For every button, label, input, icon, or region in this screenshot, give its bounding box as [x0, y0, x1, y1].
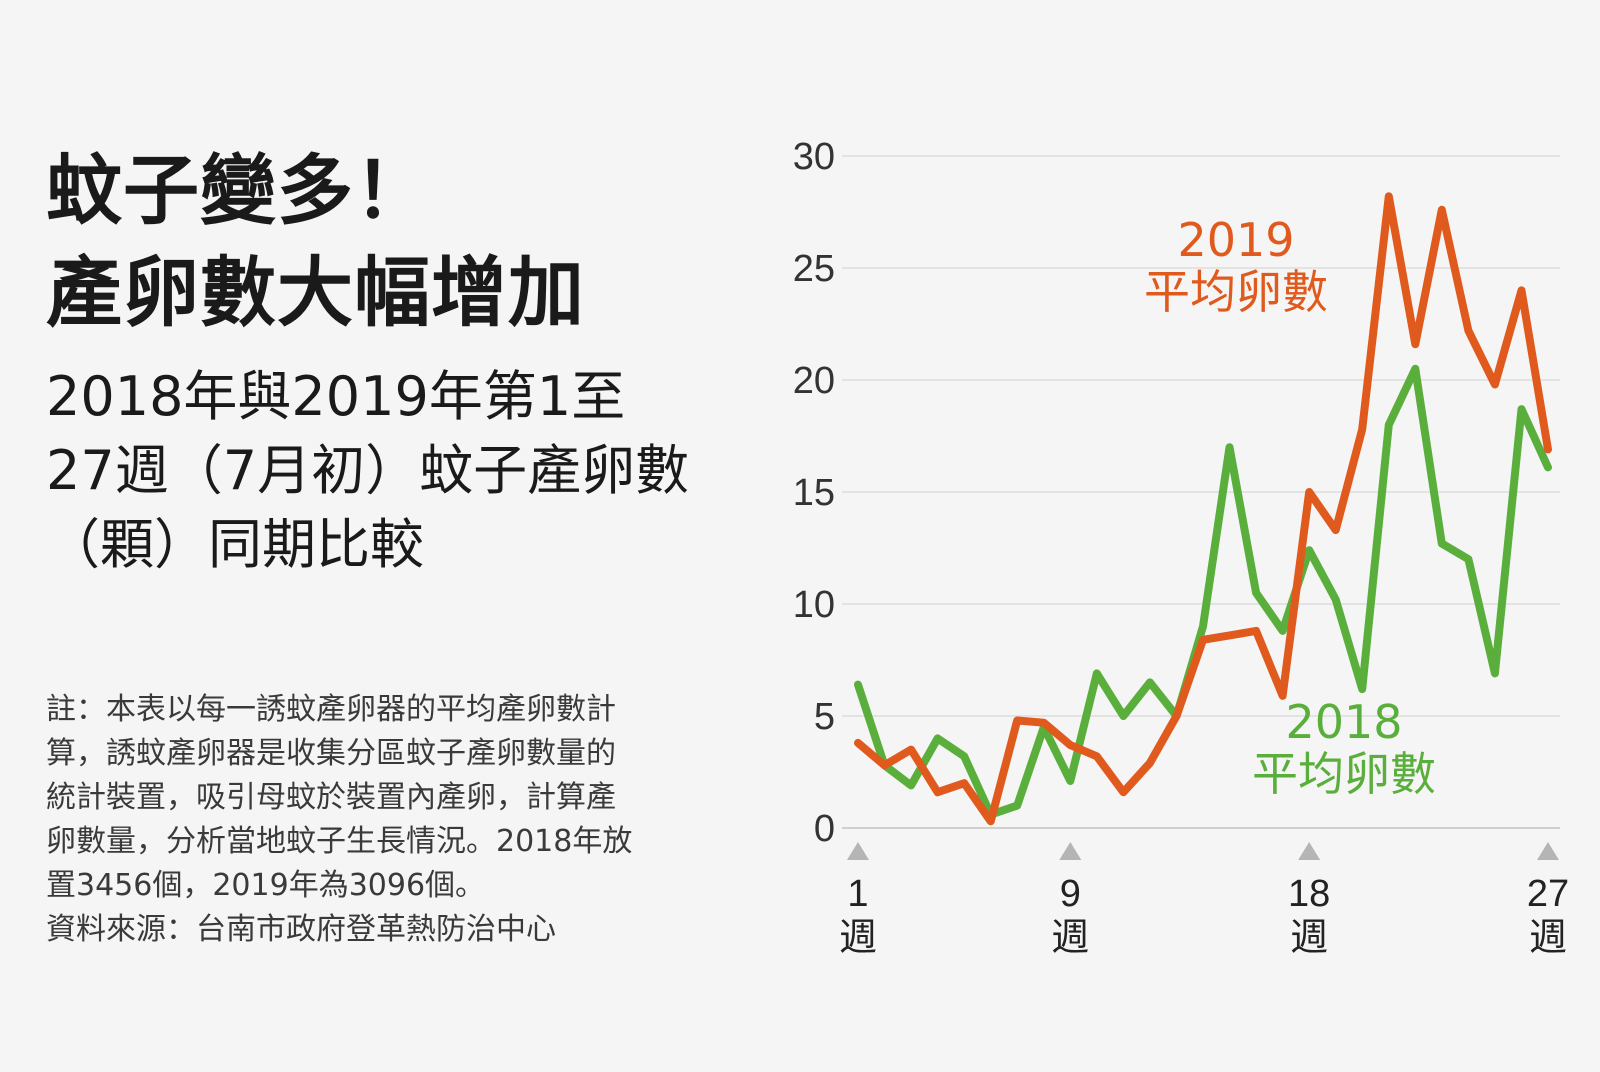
data-point-2018-w17 — [1279, 627, 1286, 634]
data-point-2018-w3 — [908, 782, 915, 789]
data-point-2019-w7 — [1014, 717, 1021, 724]
data-point-2018-w23 — [1438, 540, 1445, 547]
subtitle-line1: 2018年與2019年第1至 — [46, 365, 626, 428]
data-point-2018-w14 — [1200, 623, 1206, 630]
x-tick-label-18: 18 — [1288, 873, 1330, 915]
x-tick-label-1: 1 — [847, 873, 868, 915]
data-point-2019-w13 — [1173, 713, 1180, 719]
chart-subtitle: 2018年與2019年第1至 27週（7月初）蚊子產卵數 （顆）同期比較 — [46, 360, 726, 582]
data-point-2018-w4 — [934, 735, 941, 742]
y-tick-label-20: 20 — [793, 360, 835, 402]
series-layer — [854, 192, 1552, 826]
chart-note: 註：本表以每一誘蚊產卵器的平均產卵數計 算，誘蚊產卵器是收集分區蚊子產卵數量的 … — [46, 688, 726, 952]
data-point-2019-w4 — [934, 789, 941, 796]
y-tick-label-25: 25 — [793, 248, 835, 290]
data-point-2019-w12 — [1146, 760, 1153, 767]
x-tick-marker-1 — [847, 842, 869, 860]
x-tick-unit-18: 週 — [1290, 915, 1328, 959]
y-tick-label-0: 0 — [814, 808, 835, 850]
note-line3: 統計裝置，吸引母蚊於裝置內產卵，計算產 — [46, 780, 616, 815]
y-axis-ticks: 0 5 10 15 20 25 30 — [793, 136, 835, 850]
title-block: 蚊子變多！ 產卵數大幅增加 — [46, 140, 736, 344]
series-label-year-2018: 2018 — [1285, 695, 1402, 749]
data-point-2019-w25 — [1491, 381, 1498, 388]
note-source: 資料來源：台南市政府登革熱防治中心 — [46, 912, 556, 947]
data-point-2019-w22 — [1412, 341, 1419, 348]
data-point-2019-w11 — [1120, 789, 1127, 796]
data-point-2018-w24 — [1465, 556, 1472, 563]
data-point-2018-w27 — [1545, 464, 1551, 471]
note-line2: 算，誘蚊產卵器是收集分區蚊子產卵數量的 — [46, 736, 616, 771]
subtitle-line3: （顆）同期比較 — [46, 513, 424, 576]
data-point-2019-w24 — [1465, 327, 1472, 334]
grid-layer — [842, 155, 1560, 829]
data-point-2019-w21 — [1385, 193, 1392, 200]
data-point-2019-w2 — [881, 762, 888, 769]
data-point-2018-w15 — [1226, 444, 1233, 451]
x-tick-marker-9 — [1059, 842, 1082, 860]
data-point-2019-w19 — [1332, 527, 1339, 534]
data-point-2019-w27 — [1545, 446, 1551, 453]
data-point-2019-w8 — [1040, 719, 1047, 726]
x-tick-unit-9: 週 — [1051, 915, 1089, 959]
data-point-2019-w16 — [1253, 627, 1260, 634]
x-tick-label-27: 27 — [1527, 873, 1569, 915]
y-tick-label-5: 5 — [814, 696, 835, 738]
data-point-2019-w9 — [1067, 742, 1074, 749]
data-point-2019-w10 — [1093, 753, 1100, 760]
data-point-2018-w10 — [1093, 670, 1100, 677]
note-line1: 註：本表以每一誘蚊產卵器的平均產卵數計 — [46, 692, 616, 727]
data-point-2019-w23 — [1438, 206, 1445, 213]
chart-title-line2: 產卵數大幅增加 — [46, 248, 585, 337]
data-point-2018-w9 — [1067, 777, 1074, 784]
x-tick-marker-18 — [1298, 842, 1321, 860]
subtitle-line2: 27週（7月初）蚊子產卵數 — [46, 439, 690, 502]
y-tick-label-30: 30 — [793, 136, 835, 178]
data-point-2018-w20 — [1359, 686, 1366, 693]
data-point-2018-w18 — [1306, 547, 1313, 554]
x-tick-marker-27 — [1537, 842, 1559, 860]
data-point-2018-w19 — [1332, 596, 1339, 603]
data-point-2019-w20 — [1359, 426, 1366, 433]
data-point-2019-w1 — [855, 739, 861, 746]
data-point-2018-w11 — [1120, 713, 1127, 719]
data-point-2018-w26 — [1518, 406, 1525, 413]
data-point-2019-w3 — [908, 746, 915, 753]
data-point-2018-w1 — [855, 681, 861, 688]
chart-title-line1: 蚊子變多！ — [46, 146, 431, 235]
data-point-2018-w25 — [1491, 670, 1498, 677]
data-point-2019-w26 — [1518, 287, 1525, 294]
note-line4: 卵數量，分析當地蚊子生長情況。2018年放 — [46, 824, 633, 859]
note-line5: 置3456個，2019年為3096個。 — [46, 868, 486, 903]
data-point-2018-w16 — [1253, 589, 1260, 596]
data-point-2018-w21 — [1385, 421, 1392, 428]
x-tick-unit-1: 週 — [839, 915, 877, 959]
data-point-2019-w17 — [1279, 692, 1286, 699]
series-label-desc-2018: 平均卵數 — [1252, 747, 1436, 801]
y-tick-label-10: 10 — [793, 584, 835, 626]
data-point-2018-w7 — [1014, 802, 1021, 809]
x-tick-unit-27: 週 — [1529, 915, 1567, 959]
data-point-2018-w12 — [1146, 679, 1153, 686]
data-point-2019-w18 — [1306, 489, 1313, 495]
data-point-2019-w15 — [1226, 632, 1233, 639]
series-line-2018 — [854, 364, 1552, 819]
data-point-2018-w5 — [961, 753, 968, 760]
data-point-2019-w14 — [1200, 636, 1206, 643]
series-label-desc-2019: 平均卵數 — [1144, 265, 1328, 319]
series-label-year-2019: 2019 — [1177, 213, 1294, 267]
data-point-2019-w6 — [987, 818, 994, 825]
x-tick-label-9: 9 — [1060, 873, 1081, 915]
y-tick-label-15: 15 — [793, 472, 835, 514]
data-point-2018-w22 — [1412, 365, 1419, 372]
data-point-2019-w5 — [961, 780, 968, 787]
